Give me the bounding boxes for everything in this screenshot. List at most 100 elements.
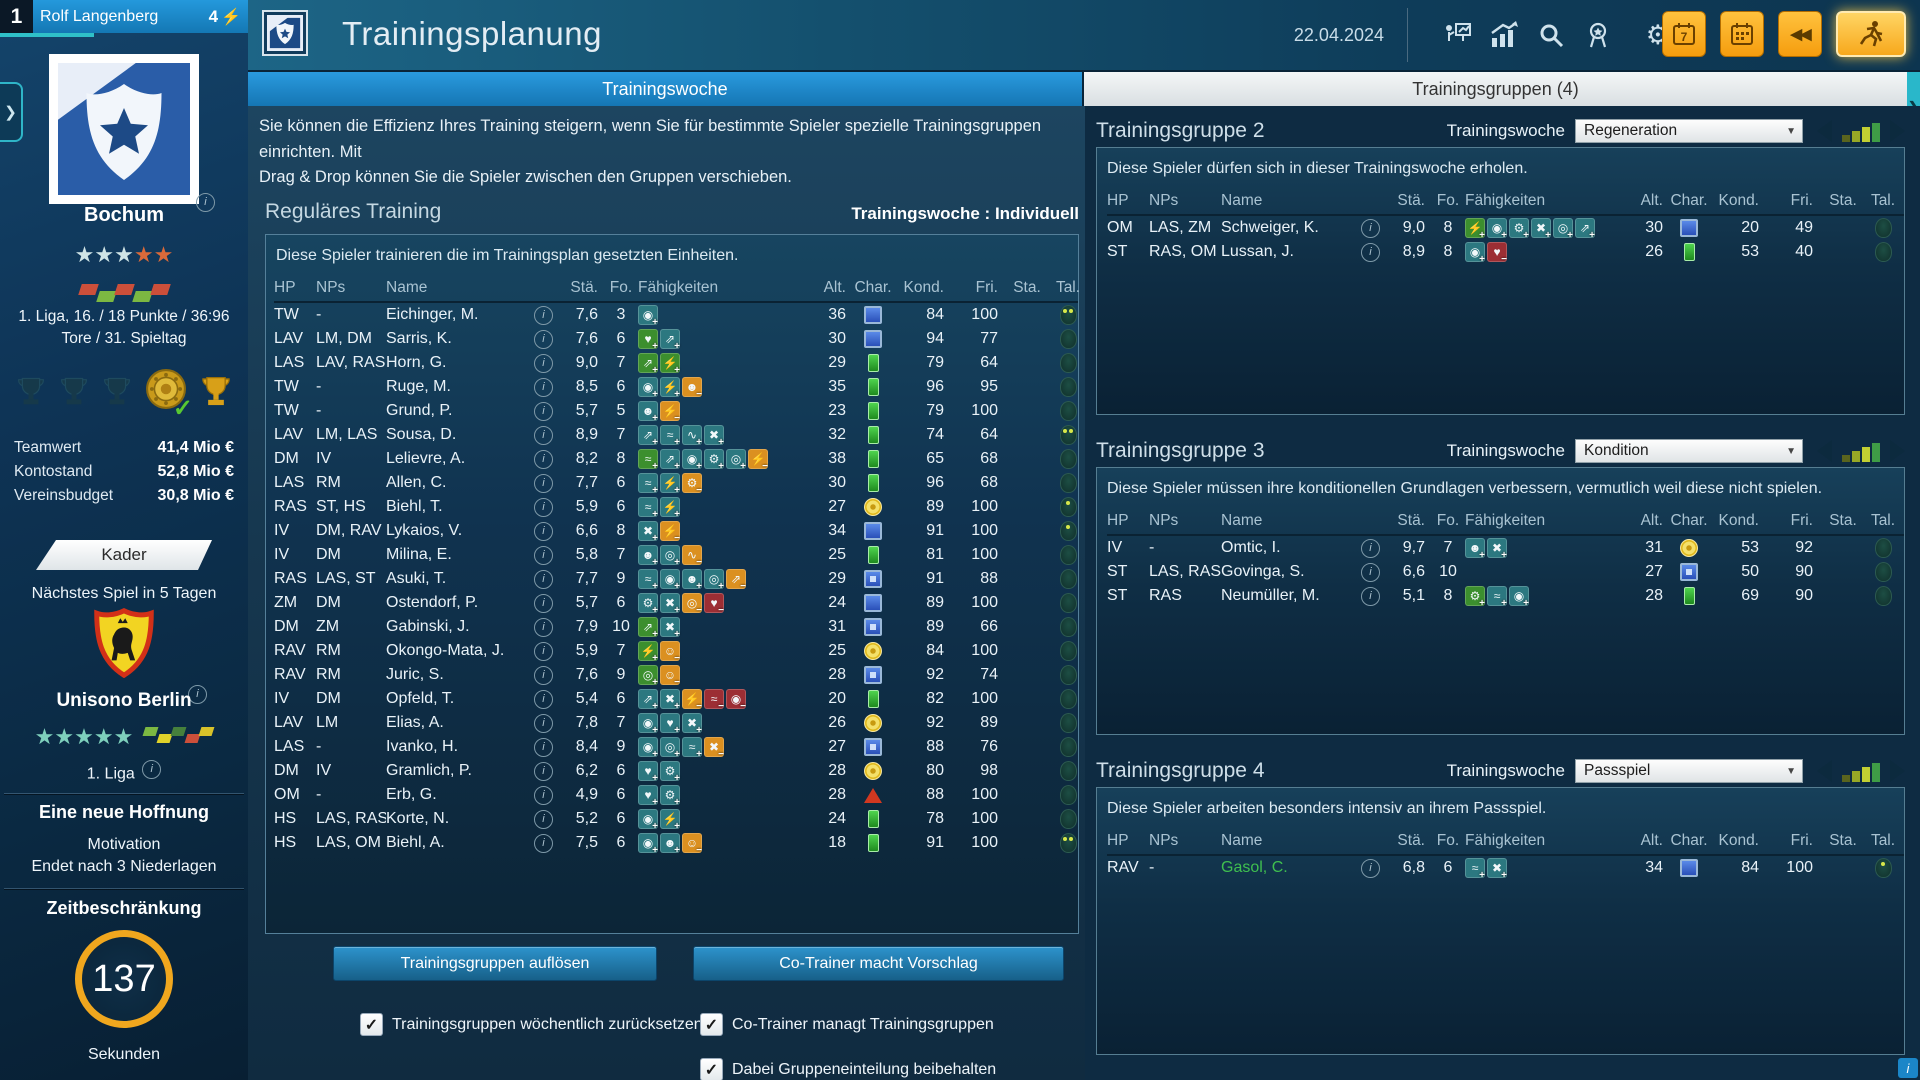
player-row[interactable]: LAV LM, DM Sarris, K. i 7,6 6 ♥ + ⇗ + 30 94 77	[274, 327, 1078, 351]
player-row[interactable]: LAS RM Allen, C. i 7,7 6 ≈ + ⚡ + ⚙ − 30 96 68	[274, 471, 1078, 495]
player-row[interactable]: ST LAS, RAS Govinga, S. i 6,6 10 27 50 90	[1107, 560, 1904, 584]
checkbox[interactable]: ✓	[700, 1058, 723, 1080]
checkbox[interactable]: ✓	[700, 1013, 723, 1036]
tab-trainingsgruppen[interactable]: Trainingsgruppen (4)	[1084, 72, 1907, 106]
next-week-arrow[interactable]	[1890, 440, 1905, 462]
checkbox[interactable]: ✓	[360, 1013, 383, 1036]
player-row[interactable]: ST RAS, OM Lussan, J. i 8,9 8 ◉ + ♥ − 26 53 40	[1107, 240, 1904, 264]
cotrainer-suggest-button[interactable]: Co-Trainer macht Vorschlag	[693, 946, 1064, 981]
trainingweek-select[interactable]: Kondition ▼	[1575, 439, 1803, 463]
checkbox-row[interactable]: ✓ Co-Trainer managt Trainingsgruppen	[700, 1013, 994, 1036]
player-info-icon[interactable]: i	[1361, 859, 1380, 878]
prev-week-arrow[interactable]	[1817, 760, 1832, 782]
info-button[interactable]: i	[1898, 1058, 1918, 1078]
player-info-icon[interactable]: i	[534, 306, 553, 325]
trainingweek-select[interactable]: Regeneration ▼	[1575, 119, 1803, 143]
player-row[interactable]: LAV LM, LAS Sousa, D. i 8,9 7 ⇗ + ≈ + ∿ + ✖ + 32 74 64	[274, 423, 1078, 447]
intensity-bars-icon[interactable]	[1842, 760, 1880, 782]
player-info-icon[interactable]: i	[1361, 587, 1380, 606]
player-row[interactable]: RAV RM Okongo-Mata, J. i 5,9 7 ⚡ + ☺ − 25 84 100	[274, 639, 1078, 663]
player-row[interactable]: IV DM, RAV Lykaios, V. i 6,6 8 ✖ + ⚡ − 34 91 100	[274, 519, 1078, 543]
player-row[interactable]: IV DM Milina, E. i 5,8 7 ☻ + ◎ + ∿ − 25 81 100	[274, 543, 1078, 567]
character-green-icon	[867, 810, 879, 828]
player-info-icon[interactable]: i	[534, 426, 553, 445]
player-row[interactable]: RAV - Gasol, C. i 6,8 6 ≈ + ✖ + 34 84 100	[1107, 856, 1904, 880]
player-row[interactable]: HS LAS, RAS Korte, N. i 5,2 6 ◉ + ⚡ + 24 78 100	[274, 807, 1078, 831]
manager-bar[interactable]: Rolf Langenberg 4 ⚡	[33, 0, 248, 33]
player-info-icon[interactable]: i	[534, 666, 553, 685]
rewind-button[interactable]: ◀◀	[1778, 11, 1822, 57]
player-row[interactable]: HS LAS, OM Biehl, A. i 7,5 6 ◉ + ☻ + ☺ − 18 91 100	[274, 831, 1078, 855]
trainer-presentation-icon[interactable]	[1441, 19, 1473, 51]
player-info-icon[interactable]: i	[534, 618, 553, 637]
player-row[interactable]: IV DM Opfeld, T. i 5,4 6 ⇗ + ✖ + ⚡ − ≈ − ◉ − 20 82 100	[274, 687, 1078, 711]
player-info-icon[interactable]: i	[534, 762, 553, 781]
calendar-button[interactable]	[1720, 11, 1764, 57]
player-info-icon[interactable]: i	[534, 690, 553, 709]
player-info-icon[interactable]: i	[534, 570, 553, 589]
player-info-icon[interactable]: i	[534, 354, 553, 373]
next-week-arrow[interactable]	[1890, 120, 1905, 142]
table-header-row: HP NPs Name Stä. Fo. Fähigkeiten Alt. Char. Kond…	[274, 275, 1080, 303]
league-info-icon[interactable]: i	[142, 760, 162, 779]
player-info-icon[interactable]: i	[534, 714, 553, 733]
player-info-icon[interactable]: i	[534, 450, 553, 469]
player-row[interactable]: OM - Erb, G. i 4,9 6 ♥ + ⚙ + 28 88 100	[274, 783, 1078, 807]
player-row[interactable]: RAV RM Juric, S. i 7,6 9 ◎ + ☺ − 28 92 74	[274, 663, 1078, 687]
player-row[interactable]: LAS - Ivanko, H. i 8,4 9 ◉ + ◎ + ≈ + ✖ − 27 88 76	[274, 735, 1078, 759]
intensity-bars-icon[interactable]	[1842, 440, 1880, 462]
player-row[interactable]: IV - Omtic, I. i 9,7 7 ☻ + ✖ + 31 53 92	[1107, 536, 1904, 560]
checkbox-row[interactable]: ✓ Dabei Gruppeneinteilung beibehalten	[700, 1058, 996, 1080]
intensity-bars-icon[interactable]	[1842, 120, 1880, 142]
club-info-icon[interactable]: i	[196, 192, 215, 212]
player-info-icon[interactable]: i	[534, 330, 553, 349]
player-row[interactable]: LAS LAV, RAS Horn, G. i 9,0 7 ⇗ + ⚡ + 29 79 64	[274, 351, 1078, 375]
player-info-icon[interactable]: i	[1361, 563, 1380, 582]
player-info-icon[interactable]: i	[534, 810, 553, 829]
player-info-icon[interactable]: i	[534, 378, 553, 397]
statistics-icon[interactable]	[1488, 19, 1520, 51]
checkbox-row[interactable]: ✓ Trainingsgruppen wöchentlich zurücksetz…	[360, 1013, 703, 1036]
player-row[interactable]: RAS ST, HS Biehl, T. i 5,9 6 ≈ + ⚡ + 27 89 100	[274, 495, 1078, 519]
player-info-icon[interactable]: i	[534, 786, 553, 805]
medal-icon[interactable]	[1582, 19, 1614, 51]
player-info-icon[interactable]: i	[1361, 539, 1380, 558]
next-week-arrow[interactable]	[1890, 760, 1905, 782]
player-info-icon[interactable]: i	[534, 402, 553, 421]
player-row[interactable]: DM IV Gramlich, P. i 6,2 6 ♥ + ⚙ + 28 80 98	[274, 759, 1078, 783]
player-info-icon[interactable]: i	[534, 594, 553, 613]
opponent-crest[interactable]	[0, 607, 248, 683]
tab-trainingswoche[interactable]: Trainingswoche	[248, 72, 1082, 106]
prev-week-arrow[interactable]	[1817, 440, 1832, 462]
player-row[interactable]: RAS LAS, ST Asuki, T. i 7,7 9 ≈ + ◉ + ☻ + ◎ + ⇗ − 29 91 88	[274, 567, 1078, 591]
opponent-info-icon[interactable]: i	[188, 684, 207, 704]
search-icon[interactable]	[1535, 19, 1567, 51]
continue-training-button[interactable]	[1836, 11, 1906, 57]
player-row[interactable]: OM LAS, ZM Schweiger, K. i 9,0 8 ⚡ + ◉ + ⚙ + ✖ + ◎ + ⇗ + 3…	[1107, 216, 1904, 240]
player-info-icon[interactable]: i	[534, 546, 553, 565]
player-row[interactable]: DM ZM Gabinski, J. i 7,9 10 ⇗ + ✖ + 31 89 66	[274, 615, 1078, 639]
player-info-icon[interactable]: i	[534, 738, 553, 757]
trainingweek-select[interactable]: Passspiel ▼	[1575, 759, 1803, 783]
player-info-icon[interactable]: i	[1361, 243, 1380, 262]
prev-week-arrow[interactable]	[1817, 120, 1832, 142]
player-info-icon[interactable]: i	[534, 474, 553, 493]
club-crest[interactable]	[0, 54, 248, 209]
dissolve-groups-button[interactable]: Trainingsgruppen auflösen	[333, 946, 657, 981]
player-info-icon[interactable]: i	[534, 498, 553, 517]
sidebar-expand-chevron[interactable]: ❯	[0, 82, 23, 142]
calendar-week-7-button[interactable]: 7	[1662, 11, 1706, 57]
player-row[interactable]: ZM DM Ostendorf, P. i 5,7 6 ⚙ + ✖ + ◎ − ♥ − 24 89 100	[274, 591, 1078, 615]
player-info-icon[interactable]: i	[534, 522, 553, 541]
player-info-icon[interactable]: i	[1361, 219, 1380, 238]
player-info-icon[interactable]: i	[534, 834, 553, 853]
skill-mod: +	[652, 845, 658, 853]
player-row[interactable]: ST RAS Neumüller, M. i 5,1 8 ⚙ + ≈ + ◉ + 28 69 90	[1107, 584, 1904, 608]
player-info-icon[interactable]: i	[534, 642, 553, 661]
player-row[interactable]: DM IV Lelievre, A. i 8,2 8 ≈ + ⇗ + ◉ + ⚙ + ◎ + ⚡ − 38 65 68	[274, 447, 1078, 471]
player-row[interactable]: TW - Grund, P. i 5,7 5 ☻ + ⚡ − 23 79 100	[274, 399, 1078, 423]
player-row[interactable]: TW - Eichinger, M. i 7,6 3 ◉ + 36 84 100	[274, 303, 1078, 327]
kader-button[interactable]: Kader	[36, 540, 212, 570]
player-row[interactable]: LAV LM Elias, A. i 7,8 7 ◉ + ♥ + ✖ + 26 92 89	[274, 711, 1078, 735]
player-row[interactable]: TW - Ruge, M. i 8,5 6 ◉ + ⚡ + ☻ − 35 96 95	[274, 375, 1078, 399]
